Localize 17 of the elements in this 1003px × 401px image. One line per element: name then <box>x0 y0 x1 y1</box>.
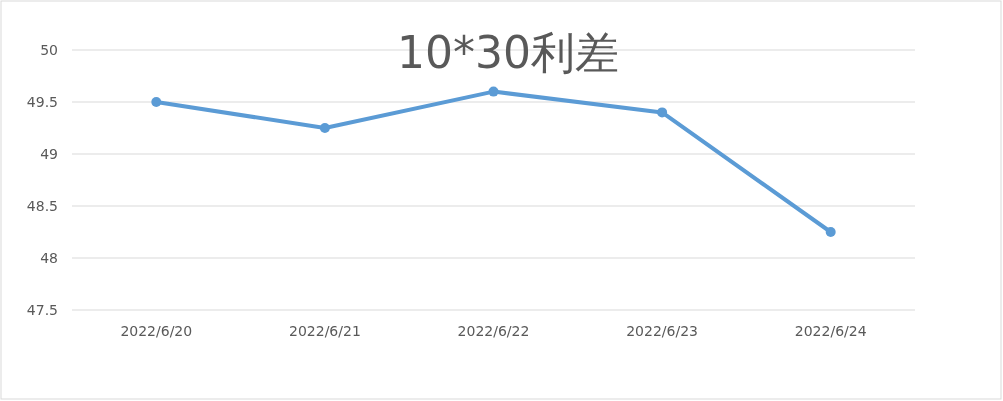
x-tick-label: 2022/6/23 <box>626 323 698 339</box>
y-tick-label: 48 <box>40 250 58 266</box>
x-tick-label: 2022/6/20 <box>120 323 193 339</box>
point <box>319 123 330 133</box>
y-tick-label: 47.5 <box>26 302 58 318</box>
chart-title: 10*30利差 <box>397 27 619 78</box>
y-tick-label: 50 <box>40 42 58 58</box>
point <box>488 86 499 97</box>
point <box>151 97 162 107</box>
y-tick-label: 49 <box>40 146 58 162</box>
point <box>825 227 836 237</box>
x-tick-label: 2022/6/24 <box>794 323 867 339</box>
x-tick-label: 2022/6/21 <box>289 323 361 339</box>
y-tick-label: 48.5 <box>26 198 58 214</box>
point <box>657 107 668 118</box>
x-tick-label: 2022/6/22 <box>457 323 530 339</box>
y-tick-label: 49.5 <box>26 94 58 110</box>
